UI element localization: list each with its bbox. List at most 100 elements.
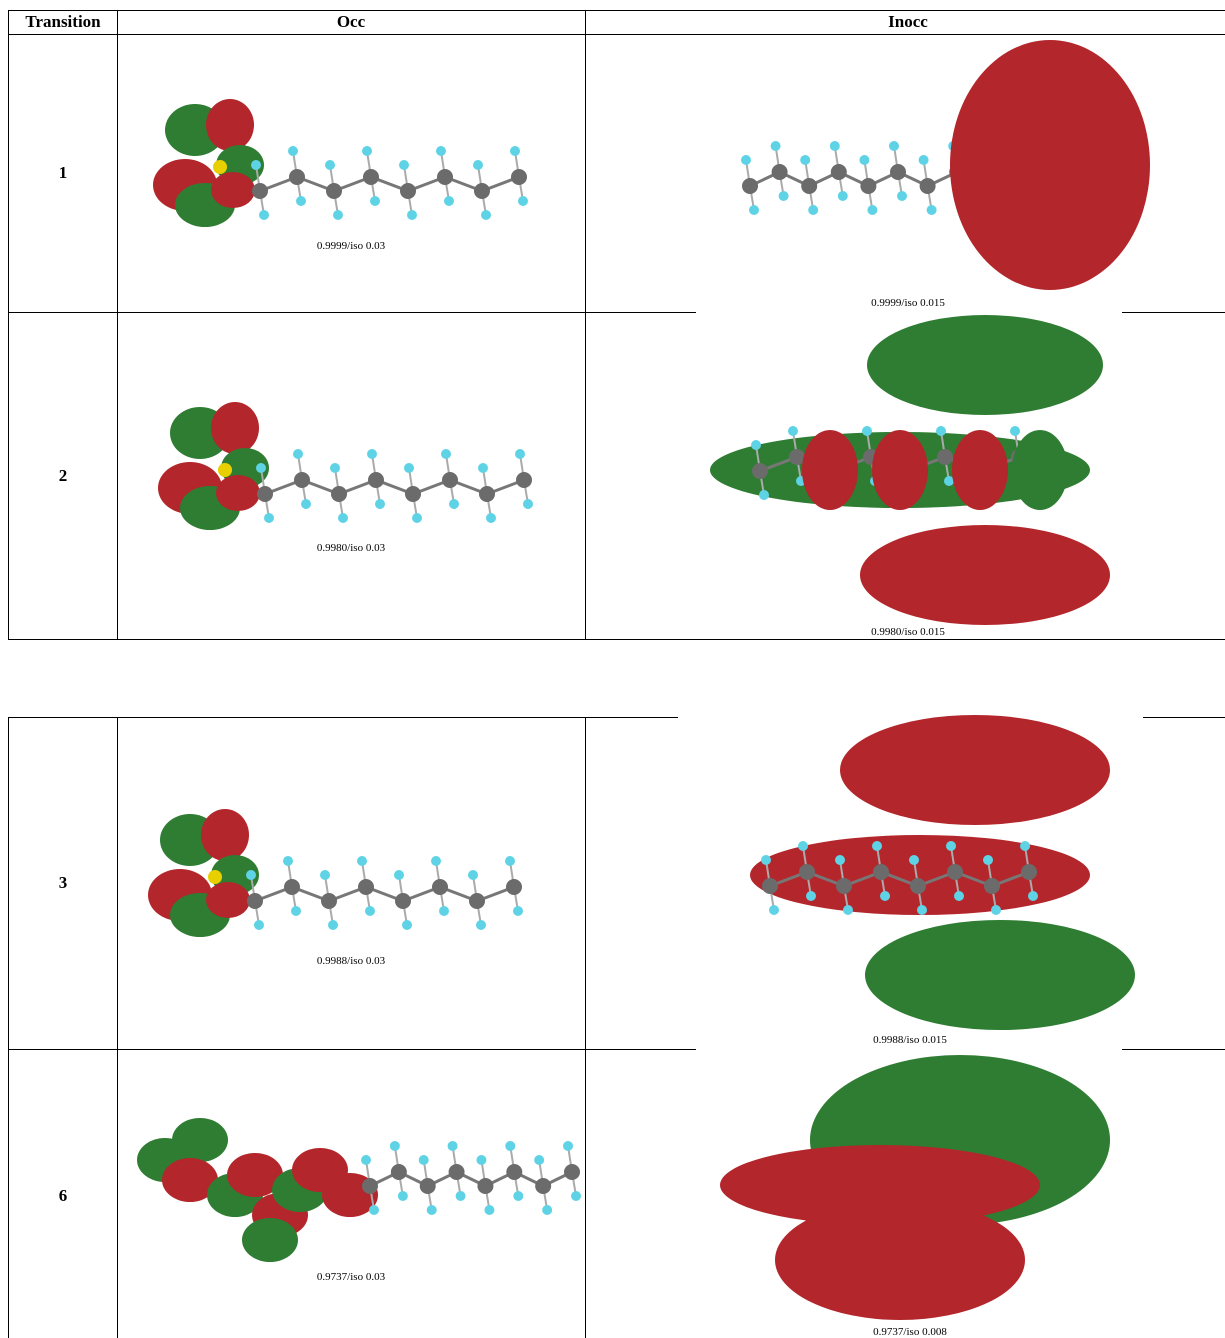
- hydrogen: [909, 855, 919, 865]
- carbon: [294, 472, 310, 488]
- hydrogen: [954, 891, 964, 901]
- carbon: [252, 183, 268, 199]
- carbon: [801, 178, 818, 194]
- carbon: [919, 178, 936, 194]
- border: [585, 717, 586, 1338]
- lobe: [211, 172, 255, 208]
- orbital-blob: [952, 430, 1008, 510]
- hydrogen: [946, 841, 956, 851]
- hydrogen: [778, 191, 789, 201]
- carbon: [937, 449, 953, 465]
- sulfur: [213, 160, 227, 174]
- hydrogen: [917, 905, 927, 915]
- hydrogen: [889, 141, 899, 151]
- carbon: [362, 1178, 378, 1194]
- orbital-blob: [867, 315, 1103, 415]
- hydrogen: [251, 160, 261, 170]
- hydrogen: [749, 205, 759, 215]
- hydrogen: [751, 440, 761, 450]
- transition-number: 1: [58, 163, 68, 182]
- border: [8, 34, 1225, 35]
- lobe: [242, 1218, 298, 1262]
- border: [1143, 717, 1225, 718]
- hydrogen: [325, 160, 335, 170]
- carbon: [511, 169, 527, 185]
- caption: 0.9999/iso 0.03: [316, 240, 386, 252]
- hydrogen: [759, 490, 769, 500]
- hydrogen: [259, 210, 269, 220]
- hydrogen: [897, 191, 907, 201]
- carbon: [564, 1164, 581, 1180]
- hydrogen: [412, 513, 422, 523]
- lobe: [201, 809, 249, 861]
- hydrogen: [361, 1155, 371, 1165]
- hydrogen: [449, 499, 459, 509]
- carbon: [1021, 864, 1037, 880]
- hydrogen: [800, 155, 811, 165]
- sulfur: [208, 870, 222, 884]
- hydrogen: [301, 499, 311, 509]
- hydrogen: [806, 891, 816, 901]
- carbon: [247, 893, 263, 909]
- carbon: [771, 164, 788, 180]
- hydrogen: [770, 141, 781, 151]
- carbon: [506, 1164, 523, 1180]
- carbon: [762, 878, 778, 894]
- carbon: [448, 1164, 465, 1180]
- border: [8, 10, 9, 640]
- border: [8, 717, 9, 1338]
- border: [117, 717, 118, 1338]
- hydrogen: [370, 196, 380, 206]
- hydrogen: [843, 905, 853, 915]
- hydrogen: [283, 856, 293, 866]
- orbital-blob: [860, 525, 1110, 625]
- border: [8, 717, 678, 718]
- hydrogen: [407, 210, 417, 220]
- hydrogen: [447, 1141, 458, 1151]
- caption: 0.9737/iso 0.03: [316, 1271, 386, 1283]
- orbital-blob: [750, 835, 1090, 915]
- border: [8, 639, 1225, 640]
- hydrogen: [769, 905, 779, 915]
- border: [8, 1049, 696, 1050]
- carbon: [752, 463, 768, 479]
- hydrogen: [983, 855, 993, 865]
- hydrogen: [798, 841, 808, 851]
- hydrogen: [518, 196, 528, 206]
- orbital-blob: [950, 40, 1150, 290]
- hydrogen: [439, 906, 449, 916]
- hydrogen: [880, 891, 890, 901]
- carbon: [477, 1178, 494, 1194]
- transition-number: 3: [58, 873, 68, 892]
- hydrogen: [563, 1141, 574, 1151]
- carbon: [830, 164, 847, 180]
- hydrogen: [362, 146, 372, 156]
- header-cell: Transition: [25, 12, 101, 31]
- hydrogen: [444, 196, 454, 206]
- caption: 0.9737/iso 0.008: [873, 1326, 947, 1338]
- carbon: [836, 878, 852, 894]
- orbital-blob: [775, 1200, 1025, 1320]
- carbon: [873, 864, 889, 880]
- border: [585, 10, 586, 640]
- hydrogen: [936, 426, 946, 436]
- carbon: [890, 164, 906, 180]
- carbon: [400, 183, 416, 199]
- border: [1122, 1049, 1225, 1050]
- carbon: [479, 486, 495, 502]
- hydrogen: [867, 205, 878, 215]
- hydrogen: [486, 513, 496, 523]
- border: [117, 10, 118, 640]
- border: [8, 312, 696, 313]
- carbon: [289, 169, 305, 185]
- carbon: [363, 169, 379, 185]
- carbon: [469, 893, 485, 909]
- carbon: [368, 472, 384, 488]
- carbon: [742, 178, 758, 194]
- hydrogen: [369, 1205, 379, 1215]
- hydrogen: [468, 870, 478, 880]
- hydrogen: [389, 1141, 400, 1151]
- lobe: [172, 1118, 228, 1162]
- hydrogen: [1010, 426, 1020, 436]
